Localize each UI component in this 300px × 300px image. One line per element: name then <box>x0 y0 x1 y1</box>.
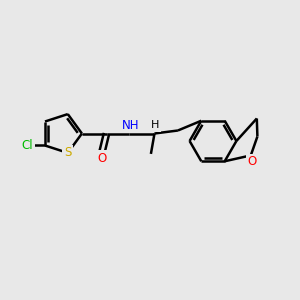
Text: S: S <box>64 146 71 159</box>
Text: O: O <box>248 155 257 169</box>
Text: Cl: Cl <box>21 139 33 152</box>
Text: O: O <box>98 152 106 165</box>
Text: NH: NH <box>122 118 139 132</box>
Text: H: H <box>151 120 159 130</box>
